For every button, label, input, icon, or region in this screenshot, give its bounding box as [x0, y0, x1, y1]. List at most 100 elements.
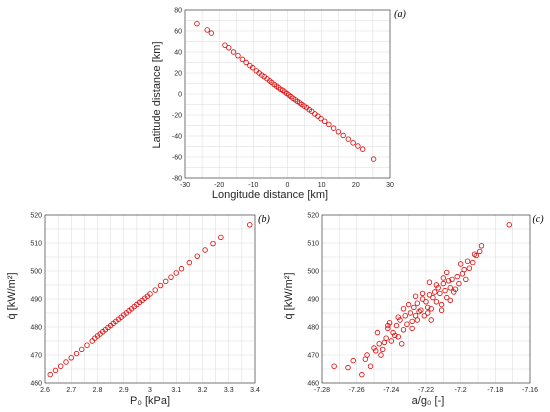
panel-b-axes-box — [44, 214, 256, 384]
data-point — [367, 363, 374, 369]
data-point — [326, 121, 332, 128]
data-point — [477, 248, 483, 255]
data-point — [178, 266, 185, 272]
data-point — [355, 143, 361, 149]
y-tick-label: 480 — [307, 325, 319, 332]
data-point — [506, 222, 512, 228]
x-tick-label: -7.18 — [487, 387, 503, 394]
panel-c-y-axis-label: q̇ [kW/m²] — [283, 272, 295, 319]
x-tick-label: 3.1 — [171, 387, 181, 394]
data-point — [350, 140, 356, 146]
data-point — [407, 310, 414, 316]
data-point — [371, 345, 377, 351]
y-tick-label: 470 — [30, 353, 42, 360]
panel-a-grid — [184, 9, 391, 179]
x-tick-label: -7.26 — [349, 387, 365, 394]
data-point — [73, 350, 80, 357]
y-tick-label: 480 — [30, 325, 42, 332]
data-point — [426, 279, 433, 285]
data-point — [163, 278, 169, 285]
panel-b-grid — [44, 214, 256, 384]
data-point — [376, 341, 382, 347]
data-point — [454, 273, 460, 280]
data-point — [416, 308, 422, 315]
data-point — [186, 259, 193, 266]
y-tick-label: 510 — [307, 241, 319, 248]
data-point — [395, 334, 401, 340]
panel-c-tag: (c) — [532, 214, 544, 225]
y-tick-label: 520 — [307, 213, 319, 220]
data-point — [423, 299, 429, 305]
data-point — [335, 129, 342, 135]
data-point — [393, 322, 400, 329]
data-point — [421, 313, 427, 319]
x-tick-label: -7.16 — [522, 387, 538, 394]
data-point — [399, 341, 405, 347]
data-point — [438, 301, 445, 308]
data-point — [456, 280, 462, 287]
data-point — [350, 357, 356, 364]
data-point — [470, 259, 476, 266]
panel-b-points — [47, 222, 253, 378]
data-point — [210, 240, 216, 247]
y-tick-label: 500 — [30, 269, 42, 276]
data-point — [147, 291, 153, 297]
data-point — [390, 329, 396, 336]
y-tick-label: 510 — [30, 241, 42, 248]
data-point — [433, 299, 440, 305]
data-point — [222, 42, 228, 48]
y-tick-label: -20 — [172, 113, 182, 120]
panel-b-ticks: 2.6 2.7 2.8 2.9 3 3.1 3.2 3.3 3.4 460 470 480 490 500… — [30, 213, 260, 395]
panel-b-y-axis-label: q̇ [kW/m²] — [6, 272, 18, 319]
panel-c-axes-box — [321, 214, 531, 384]
panel-a: -30 -20 -10 0 10 20 30 -80 -60 -40 -20 0 20 40 60 80 Lo… — [151, 8, 406, 202]
data-point — [331, 363, 337, 369]
y-tick-label: 0 — [178, 92, 182, 99]
data-point — [152, 287, 158, 293]
data-point — [239, 56, 246, 63]
data-point — [345, 364, 351, 371]
data-point — [418, 307, 424, 313]
panel-a-x-axis-label: Longitude distance [km] — [212, 189, 328, 201]
x-tick-label: -7.2 — [455, 387, 467, 394]
panel-c-x-axis-label: a/g₀ [-] — [412, 395, 445, 407]
panel-a-points — [194, 20, 377, 162]
data-point — [249, 65, 256, 71]
x-tick-label: 0 — [286, 182, 290, 189]
y-tick-label: 80 — [174, 8, 182, 15]
data-point — [63, 359, 69, 365]
data-point — [378, 352, 384, 358]
data-point — [419, 296, 426, 302]
x-tick-label: 20 — [352, 182, 360, 189]
data-point — [397, 317, 403, 323]
y-tick-label: 490 — [30, 297, 42, 304]
x-tick-label: -20 — [214, 182, 224, 189]
data-point — [322, 118, 328, 124]
data-point — [464, 258, 471, 264]
data-point — [388, 338, 395, 344]
data-point — [370, 156, 377, 162]
data-point — [243, 59, 249, 66]
data-point — [235, 52, 241, 59]
panel-c-grid — [321, 214, 531, 384]
data-point — [340, 132, 346, 139]
y-tick-label: -60 — [172, 155, 182, 162]
data-point — [447, 297, 453, 304]
data-point — [414, 317, 421, 323]
data-point — [451, 289, 457, 295]
x-tick-label: 2.8 — [93, 387, 103, 394]
data-point — [381, 339, 388, 346]
x-tick-label: 2.9 — [119, 387, 129, 394]
data-point — [402, 313, 408, 319]
data-point — [226, 45, 232, 51]
data-point — [208, 30, 215, 36]
data-point — [359, 371, 365, 378]
data-point — [79, 346, 85, 353]
data-point — [385, 322, 391, 329]
data-point — [379, 346, 386, 353]
data-point — [428, 317, 434, 323]
data-point — [218, 234, 224, 241]
data-point — [405, 301, 412, 308]
data-point — [309, 108, 315, 115]
